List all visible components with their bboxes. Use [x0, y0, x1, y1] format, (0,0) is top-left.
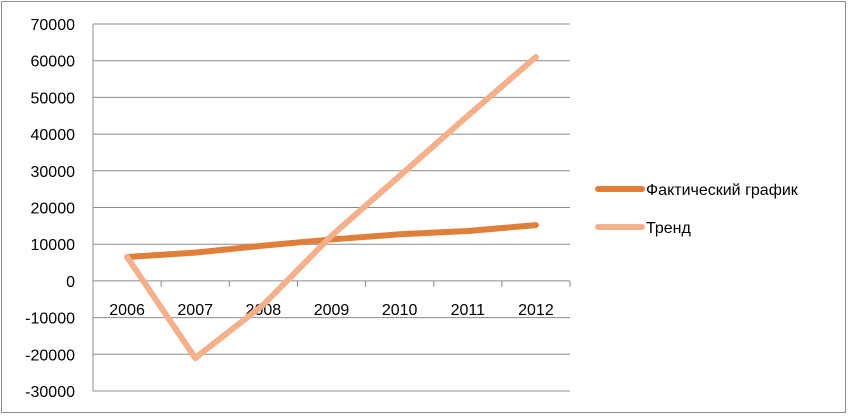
y-tick-label: 20000 [31, 201, 76, 218]
gridlines [93, 23, 570, 392]
y-tick-label: 50000 [31, 90, 76, 107]
y-tick-label: 30000 [31, 164, 76, 181]
x-tick-label: 2012 [518, 302, 554, 319]
legend: Фактический график Тренд [595, 182, 799, 237]
y-tick-label: -10000 [25, 311, 75, 328]
y-tick-label: 10000 [31, 237, 76, 254]
x-tick-label: 2009 [314, 302, 350, 319]
x-tick-label: 2011 [451, 302, 486, 319]
y-tick-label: 70000 [31, 17, 76, 34]
x-tick-label: 2010 [382, 302, 418, 319]
y-tick-label: -20000 [25, 347, 75, 364]
x-tick-label: 2006 [109, 302, 145, 319]
series-lines [124, 54, 539, 361]
legend-label: Тренд [646, 220, 692, 237]
series-line-1 [124, 222, 539, 261]
y-axis: 70000 60000 50000 40000 30000 20000 10000 0 -100… [25, 17, 94, 401]
y-tick-label: 0 [66, 274, 75, 291]
y-tick-label: -30000 [25, 384, 75, 401]
y-tick-label: 40000 [31, 127, 76, 144]
x-tick-label: 2007 [177, 302, 213, 319]
y-tick-label: 60000 [31, 54, 76, 71]
legend-label: Фактический график [646, 182, 799, 199]
